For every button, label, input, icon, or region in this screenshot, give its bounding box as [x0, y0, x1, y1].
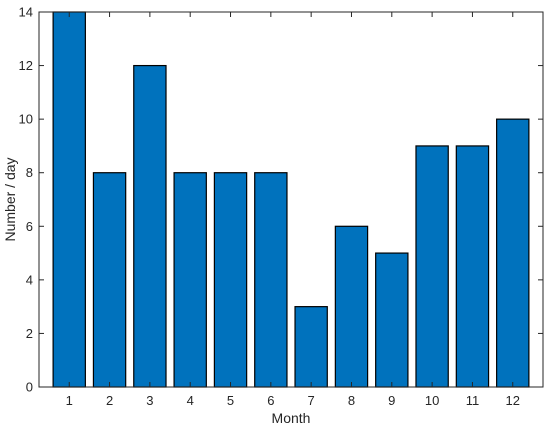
x-tick-label: 10: [425, 393, 439, 408]
x-tick-label: 11: [466, 393, 480, 408]
bar-month-10: [415, 145, 449, 388]
y-axis-ticks: 0 2 4 6 8 10 12 14: [19, 5, 543, 395]
x-tick-label: 3: [146, 393, 153, 408]
y-tick-label: 10: [19, 112, 33, 127]
x-tick-label: 8: [348, 393, 355, 408]
x-axis-ticks: 1 2 3 4 5 6 7 8 9 10 11 12: [66, 12, 520, 408]
bar-month-4: [173, 172, 207, 388]
bar-month-3: [133, 64, 167, 388]
y-tick-label: 6: [26, 219, 33, 234]
x-tick-label: 6: [267, 393, 274, 408]
bar-month-12: [496, 118, 530, 388]
bar-month-9: [375, 252, 409, 388]
y-tick-label: 14: [19, 5, 33, 20]
y-tick-label: 8: [26, 165, 33, 180]
x-tick-label: 4: [187, 393, 194, 408]
y-tick-label: 12: [19, 58, 33, 73]
x-tick-label: 2: [106, 393, 113, 408]
x-axis-label: Month: [272, 410, 311, 426]
x-tick-label: 7: [308, 393, 315, 408]
x-tick-label: 12: [506, 393, 520, 408]
bar-month-2: [92, 172, 127, 388]
y-tick-label: 4: [26, 272, 33, 287]
bar-month-11: [455, 145, 490, 388]
y-tick-label: 2: [26, 326, 33, 341]
bar-month-6: [254, 172, 288, 388]
bar-month-1: [52, 11, 86, 388]
y-tick-label: 0: [26, 380, 33, 395]
bar-month-7: [294, 306, 328, 388]
x-tick-label: 9: [388, 393, 395, 408]
bars-group: [52, 11, 530, 388]
plot-area-frame: [38, 11, 544, 388]
y-axis-label: Number / day: [2, 157, 18, 241]
x-tick-label: 5: [227, 393, 234, 408]
bar-month-8: [334, 225, 369, 388]
bar-month-5: [213, 172, 248, 388]
x-tick-label: 1: [66, 393, 73, 408]
